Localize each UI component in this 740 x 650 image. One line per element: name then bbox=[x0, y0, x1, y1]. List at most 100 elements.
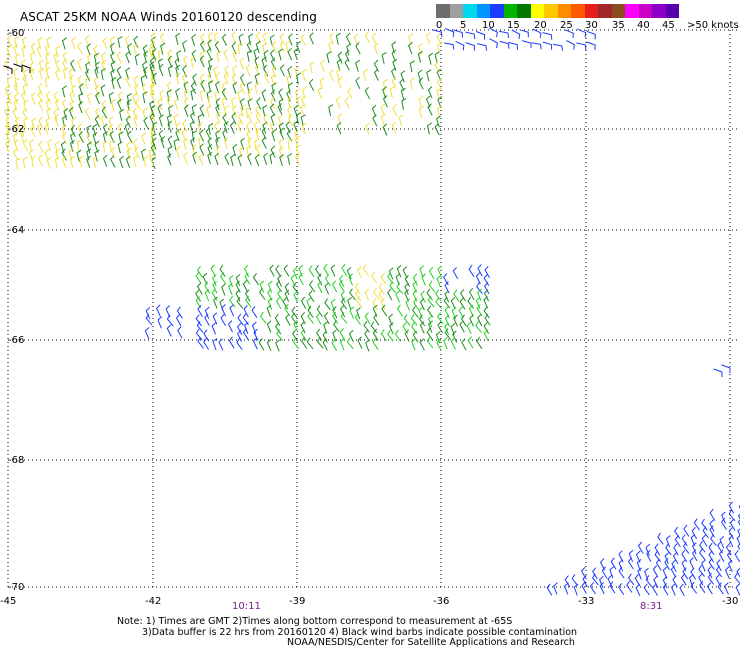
wind-barb bbox=[94, 107, 101, 120]
wind-barb bbox=[167, 153, 172, 166]
legend-label-10: 10 bbox=[482, 20, 495, 31]
wind-barb bbox=[168, 105, 174, 117]
legend-swatch-10 bbox=[571, 4, 585, 18]
wind-barb bbox=[175, 313, 182, 327]
wind-barb bbox=[270, 89, 276, 102]
wind-barb bbox=[182, 40, 188, 53]
wind-barb bbox=[124, 122, 130, 135]
wind-barb bbox=[362, 264, 370, 276]
wind-barb bbox=[378, 289, 384, 303]
wind-barb bbox=[255, 31, 262, 44]
legend-swatch-16 bbox=[652, 4, 666, 18]
wind-barb bbox=[62, 51, 68, 64]
wind-barb bbox=[728, 509, 736, 522]
wind-barb bbox=[708, 558, 715, 570]
wind-barb bbox=[618, 550, 624, 563]
wind-barb bbox=[580, 566, 587, 580]
wind-barb bbox=[222, 129, 228, 142]
wind-barb bbox=[61, 148, 67, 161]
wind-barb bbox=[287, 138, 293, 151]
wind-barb bbox=[200, 79, 206, 92]
wind-barb bbox=[62, 58, 67, 71]
wind-barb bbox=[236, 296, 244, 309]
wind-barb bbox=[413, 298, 419, 311]
wind-barb bbox=[149, 112, 155, 126]
wind-barb bbox=[208, 123, 214, 135]
wind-barb bbox=[13, 67, 19, 80]
wind-barb bbox=[232, 50, 238, 63]
wind-barb bbox=[247, 152, 252, 165]
wind-barb bbox=[278, 146, 284, 159]
wind-barb bbox=[276, 329, 283, 342]
wind-barb bbox=[483, 306, 490, 319]
wind-barb bbox=[372, 298, 379, 311]
wind-barb bbox=[300, 114, 306, 127]
wind-barb bbox=[252, 272, 259, 286]
wind-barb bbox=[275, 296, 282, 310]
wind-barb bbox=[412, 289, 418, 302]
wind-barb bbox=[626, 580, 633, 593]
wind-barb bbox=[245, 106, 251, 119]
wind-barb bbox=[214, 41, 221, 54]
wind-barb bbox=[259, 311, 267, 324]
lat-label-66: -66 bbox=[8, 335, 24, 346]
wind-barb bbox=[29, 139, 35, 152]
wind-barb bbox=[166, 324, 172, 337]
wind-barb bbox=[737, 513, 740, 520]
wind-barb bbox=[400, 87, 406, 100]
wind-barb bbox=[22, 156, 28, 169]
wind-barb bbox=[68, 148, 74, 161]
wind-barb bbox=[699, 540, 706, 553]
wind-barb bbox=[499, 40, 510, 49]
wind-barb bbox=[152, 72, 158, 85]
wind-barb bbox=[15, 116, 20, 130]
wind-barb bbox=[727, 559, 733, 572]
wind-barb bbox=[609, 566, 615, 579]
wind-barb bbox=[344, 58, 350, 71]
legend-swatch-6 bbox=[517, 4, 531, 18]
wind-barb bbox=[278, 98, 284, 111]
wind-barb bbox=[110, 98, 116, 112]
wind-barb bbox=[444, 42, 455, 50]
lon-label-39: -39 bbox=[289, 596, 305, 607]
wind-barb bbox=[340, 290, 346, 304]
wind-barb bbox=[418, 314, 426, 327]
wind-barb bbox=[306, 337, 314, 350]
wind-barb bbox=[290, 274, 296, 287]
wind-barb bbox=[191, 34, 197, 47]
wind-barb bbox=[119, 155, 124, 168]
wind-barb bbox=[210, 264, 216, 277]
wind-barb bbox=[20, 130, 26, 143]
wind-barb bbox=[392, 104, 398, 117]
wind-barb bbox=[295, 144, 301, 157]
wind-barb bbox=[599, 575, 604, 589]
wind-barb bbox=[477, 264, 483, 277]
wind-barb bbox=[207, 137, 213, 150]
lon-label-33: -33 bbox=[578, 596, 594, 607]
wind-barb bbox=[63, 107, 69, 121]
lon-grid-lines bbox=[7, 30, 731, 590]
wind-barb bbox=[437, 42, 443, 54]
wind-barb bbox=[391, 121, 397, 134]
wind-barb bbox=[13, 44, 18, 57]
legend-swatch-0 bbox=[436, 4, 450, 18]
wind-barb bbox=[189, 120, 195, 133]
wind-barb bbox=[31, 155, 37, 168]
wind-barb bbox=[434, 123, 440, 136]
wind-barb bbox=[61, 85, 67, 98]
wind-barb bbox=[436, 275, 442, 288]
wind-barb bbox=[444, 290, 450, 303]
wind-barb bbox=[724, 566, 730, 579]
wind-barb bbox=[399, 78, 405, 91]
wind-barb bbox=[45, 98, 51, 111]
wind-barb bbox=[54, 114, 59, 127]
wind-barb bbox=[332, 329, 337, 342]
wind-barb bbox=[13, 148, 18, 161]
legend-color-bar bbox=[436, 4, 736, 18]
legend-label-0: 0 bbox=[436, 20, 443, 31]
wind-barb bbox=[338, 274, 345, 288]
wind-barb bbox=[151, 36, 156, 49]
wind-barb bbox=[78, 92, 84, 105]
wind-barb bbox=[395, 273, 401, 286]
wind-barb bbox=[152, 137, 157, 150]
